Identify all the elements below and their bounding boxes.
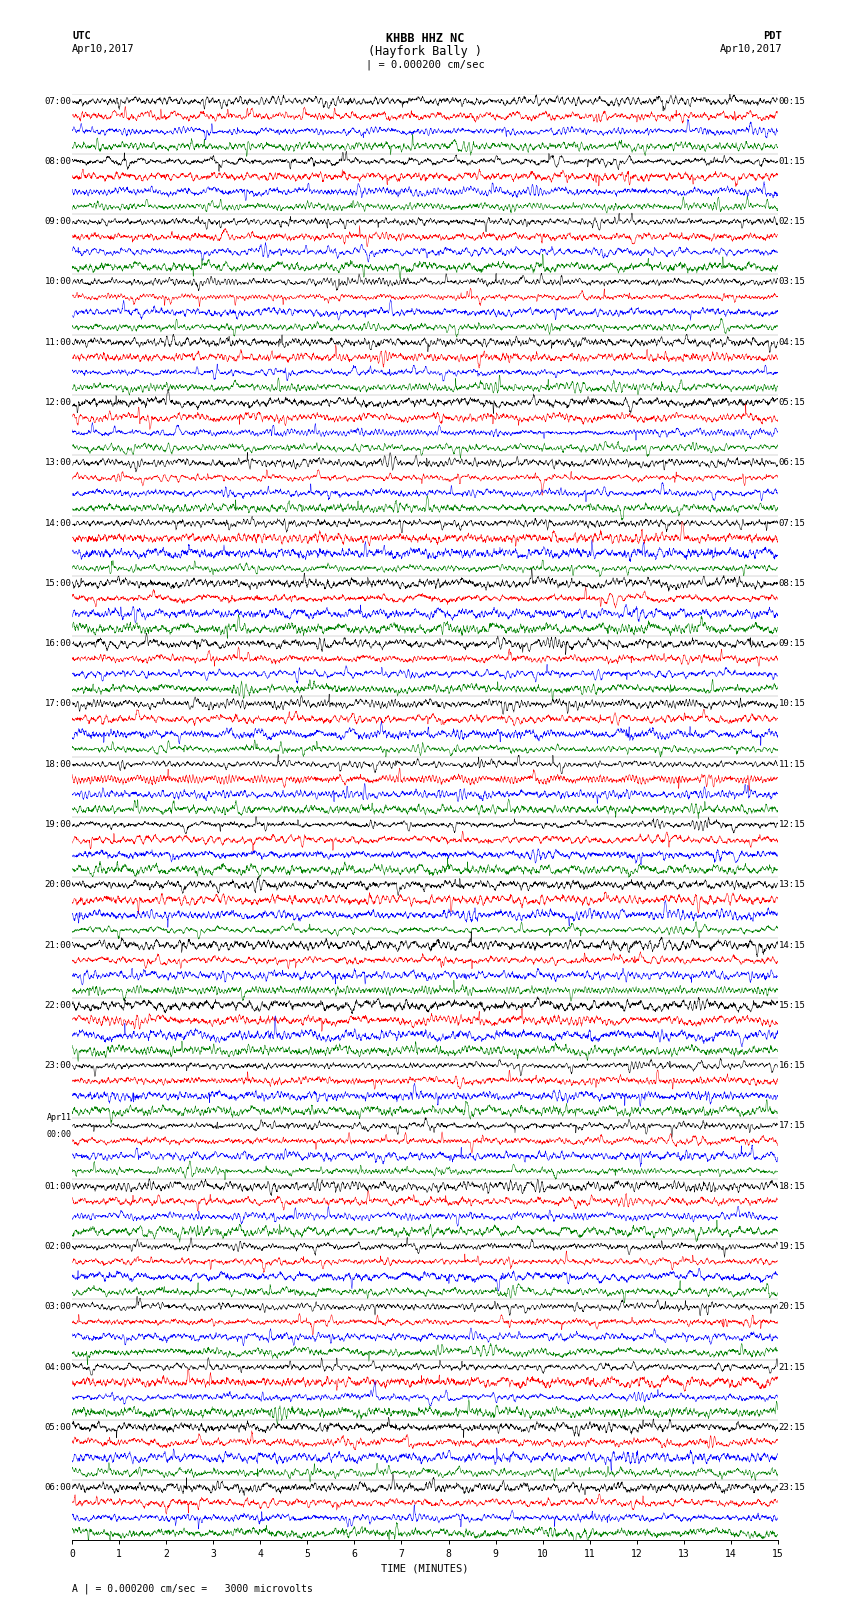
Text: 20:00: 20:00 — [45, 881, 71, 889]
Text: 05:15: 05:15 — [779, 398, 805, 406]
Text: | = 0.000200 cm/sec: | = 0.000200 cm/sec — [366, 60, 484, 71]
Text: (Hayfork Bally ): (Hayfork Bally ) — [368, 45, 482, 58]
Text: 18:00: 18:00 — [45, 760, 71, 769]
Text: 03:00: 03:00 — [45, 1302, 71, 1311]
Text: 07:15: 07:15 — [779, 519, 805, 527]
Text: 19:00: 19:00 — [45, 819, 71, 829]
Text: 15:00: 15:00 — [45, 579, 71, 587]
Text: 01:00: 01:00 — [45, 1182, 71, 1190]
Text: Apr11: Apr11 — [47, 1113, 71, 1121]
Text: 02:15: 02:15 — [779, 218, 805, 226]
Text: 02:00: 02:00 — [45, 1242, 71, 1252]
Text: 13:15: 13:15 — [779, 881, 805, 889]
Text: 00:00: 00:00 — [47, 1131, 71, 1139]
Text: 09:15: 09:15 — [779, 639, 805, 648]
Text: 05:00: 05:00 — [45, 1423, 71, 1432]
Text: 03:15: 03:15 — [779, 277, 805, 287]
Text: 04:15: 04:15 — [779, 337, 805, 347]
Text: 11:15: 11:15 — [779, 760, 805, 769]
Text: 06:00: 06:00 — [45, 1484, 71, 1492]
Text: 08:00: 08:00 — [45, 156, 71, 166]
Text: 00:15: 00:15 — [779, 97, 805, 105]
Text: 04:00: 04:00 — [45, 1363, 71, 1371]
Text: 18:15: 18:15 — [779, 1182, 805, 1190]
Text: 16:15: 16:15 — [779, 1061, 805, 1069]
Text: 12:00: 12:00 — [45, 398, 71, 406]
Text: 22:00: 22:00 — [45, 1002, 71, 1010]
Text: 21:15: 21:15 — [779, 1363, 805, 1371]
Text: 01:15: 01:15 — [779, 156, 805, 166]
X-axis label: TIME (MINUTES): TIME (MINUTES) — [382, 1563, 468, 1574]
Text: 12:15: 12:15 — [779, 819, 805, 829]
Text: 17:00: 17:00 — [45, 700, 71, 708]
Text: 16:00: 16:00 — [45, 639, 71, 648]
Text: KHBB HHZ NC: KHBB HHZ NC — [386, 32, 464, 45]
Text: 06:15: 06:15 — [779, 458, 805, 468]
Text: A | = 0.000200 cm/sec =   3000 microvolts: A | = 0.000200 cm/sec = 3000 microvolts — [72, 1582, 313, 1594]
Text: Apr10,2017: Apr10,2017 — [72, 44, 135, 53]
Text: 07:00: 07:00 — [45, 97, 71, 105]
Text: UTC: UTC — [72, 31, 91, 40]
Text: 20:15: 20:15 — [779, 1302, 805, 1311]
Text: PDT: PDT — [763, 31, 782, 40]
Text: 09:00: 09:00 — [45, 218, 71, 226]
Text: 15:15: 15:15 — [779, 1002, 805, 1010]
Text: 13:00: 13:00 — [45, 458, 71, 468]
Text: 17:15: 17:15 — [779, 1121, 805, 1131]
Text: 14:00: 14:00 — [45, 519, 71, 527]
Text: 14:15: 14:15 — [779, 940, 805, 950]
Text: 08:15: 08:15 — [779, 579, 805, 587]
Text: 23:00: 23:00 — [45, 1061, 71, 1069]
Text: 10:15: 10:15 — [779, 700, 805, 708]
Text: 21:00: 21:00 — [45, 940, 71, 950]
Text: 23:15: 23:15 — [779, 1484, 805, 1492]
Text: Apr10,2017: Apr10,2017 — [719, 44, 782, 53]
Text: 19:15: 19:15 — [779, 1242, 805, 1252]
Text: 10:00: 10:00 — [45, 277, 71, 287]
Text: 11:00: 11:00 — [45, 337, 71, 347]
Text: 22:15: 22:15 — [779, 1423, 805, 1432]
